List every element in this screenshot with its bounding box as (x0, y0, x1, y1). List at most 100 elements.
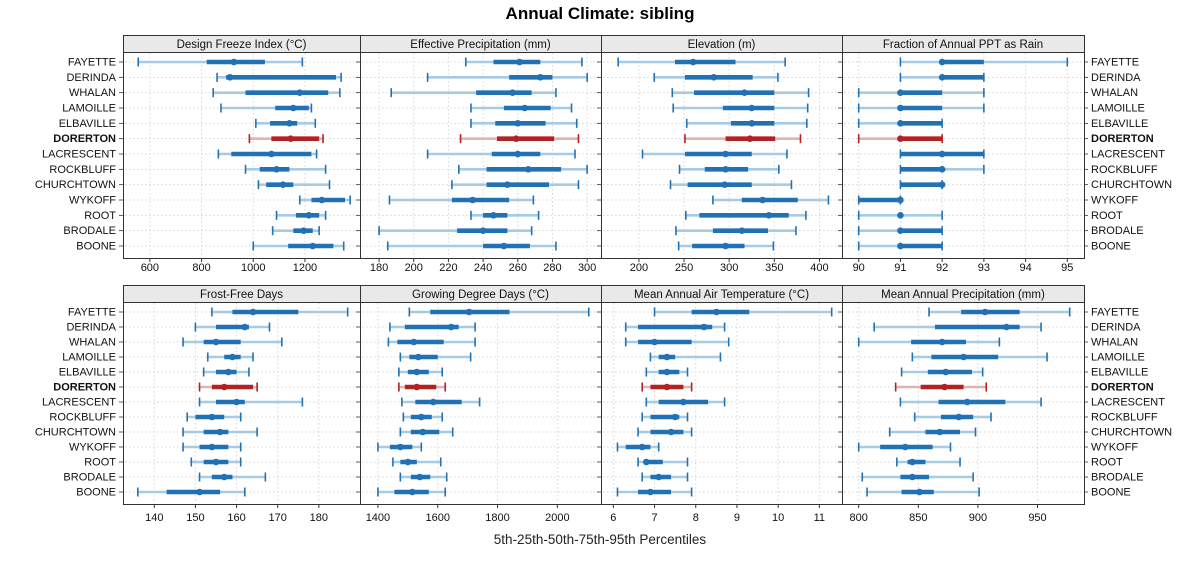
median-dot (901, 443, 909, 451)
median-dot (273, 166, 280, 173)
row-label-right: DERINDA (1091, 72, 1141, 84)
row-label-right: ROCKBLUFF (1091, 412, 1158, 424)
median-dot (722, 166, 729, 173)
row-label-left: ROCKBLUFF (49, 412, 116, 424)
median-dot (469, 196, 476, 204)
median-dot (230, 58, 238, 66)
row-label-left: DORERTON (53, 133, 116, 145)
median-dot (651, 338, 658, 346)
median-dot (268, 150, 275, 158)
median-dot (410, 338, 418, 346)
median-dot (208, 413, 216, 421)
row-label-right: ELBAVILLE (1091, 118, 1148, 130)
x-tick-label: 10 (772, 512, 784, 524)
row-label-left: BOONE (76, 241, 116, 253)
median-dot (226, 74, 234, 81)
median-dot (897, 120, 904, 127)
x-tick-label: 350 (765, 262, 783, 274)
median-dot (643, 458, 650, 466)
x-tick-label: 240 (474, 262, 492, 274)
median-dot (897, 135, 904, 142)
strip-title: Elevation (m) (688, 39, 756, 51)
x-tick-label: 220 (439, 262, 457, 274)
row-label-left: ROOT (84, 457, 116, 469)
median-dot (416, 473, 424, 481)
median-dot (916, 488, 923, 496)
median-dot (689, 58, 697, 66)
x-tick-label: 180 (370, 262, 388, 274)
median-dot (897, 212, 904, 219)
median-dot (713, 308, 720, 316)
x-tick-label: 1400 (366, 512, 390, 524)
x-tick-label: 260 (509, 262, 527, 274)
median-dot (309, 242, 317, 250)
x-tick-label: 2000 (545, 512, 569, 524)
percentiles-caption: 5th-25th-50th-75th-95th Percentiles (493, 532, 707, 547)
median-dot (220, 383, 228, 391)
median-dot (196, 488, 203, 496)
median-dot (941, 383, 948, 391)
median-dot (212, 338, 220, 346)
strip-title: Growing Degree Days (°C) (412, 289, 549, 301)
median-dot (514, 150, 522, 158)
x-tick-label: 92 (936, 262, 948, 274)
x-tick-label: 800 (850, 512, 868, 524)
median-dot (721, 181, 728, 188)
median-dot (279, 181, 287, 188)
median-dot (738, 227, 746, 234)
median-dot (663, 383, 671, 391)
median-dot (397, 443, 404, 451)
median-dot (409, 488, 416, 496)
row-label-left: CHURCHTOWN (35, 427, 116, 439)
median-dot (490, 212, 497, 219)
strip-title: Frost-Free Days (200, 289, 283, 301)
row-label-left: ROOT (84, 210, 116, 222)
median-dot (936, 428, 944, 436)
x-tick-label: 150 (186, 512, 204, 524)
strip-title: Mean Annual Precipitation (mm) (881, 289, 1045, 301)
row-label-right: CHURCHTOWN (1091, 427, 1172, 439)
median-dot (942, 368, 950, 376)
row-label-left: DERINDA (66, 72, 116, 84)
median-dot (680, 398, 687, 406)
median-dot (249, 308, 257, 316)
median-dot (514, 120, 522, 127)
x-tick-label: 900 (969, 512, 987, 524)
x-tick-label: 180 (310, 512, 328, 524)
median-dot (241, 323, 249, 331)
median-dot (220, 473, 228, 481)
median-dot (300, 227, 307, 234)
median-dot (663, 368, 671, 376)
row-label-right: BRODALE (1091, 225, 1144, 237)
x-tick-label: 300 (578, 262, 596, 274)
strip-title: Mean Annual Air Temperature (°C) (634, 289, 809, 301)
median-dot (305, 212, 313, 219)
row-label-left: LACRESCENT (42, 397, 116, 409)
row-label-right: DORERTON (1091, 382, 1154, 394)
x-tick-label: 93 (978, 262, 990, 274)
median-dot (741, 89, 748, 96)
median-dot (897, 89, 904, 96)
median-dot (521, 104, 529, 112)
median-dot (225, 368, 232, 376)
x-tick-label: 1200 (293, 262, 317, 274)
row-label-left: DORERTON (53, 382, 116, 394)
median-dot (413, 383, 421, 391)
median-dot (909, 473, 916, 481)
row-label-right: DERINDA (1091, 322, 1141, 334)
panel-border (842, 302, 1085, 505)
median-dot (504, 181, 511, 188)
x-tick-label: 250 (675, 262, 693, 274)
panel-bg (360, 302, 601, 504)
median-dot (647, 488, 654, 496)
x-tick-label: 300 (720, 262, 738, 274)
row-label-right: WHALAN (1091, 87, 1138, 99)
median-dot (710, 74, 718, 81)
median-dot (1003, 323, 1010, 331)
row-label-left: ELBAVILLE (59, 118, 116, 130)
median-dot (429, 398, 437, 406)
x-tick-label: 9 (734, 512, 740, 524)
median-dot (417, 413, 425, 421)
